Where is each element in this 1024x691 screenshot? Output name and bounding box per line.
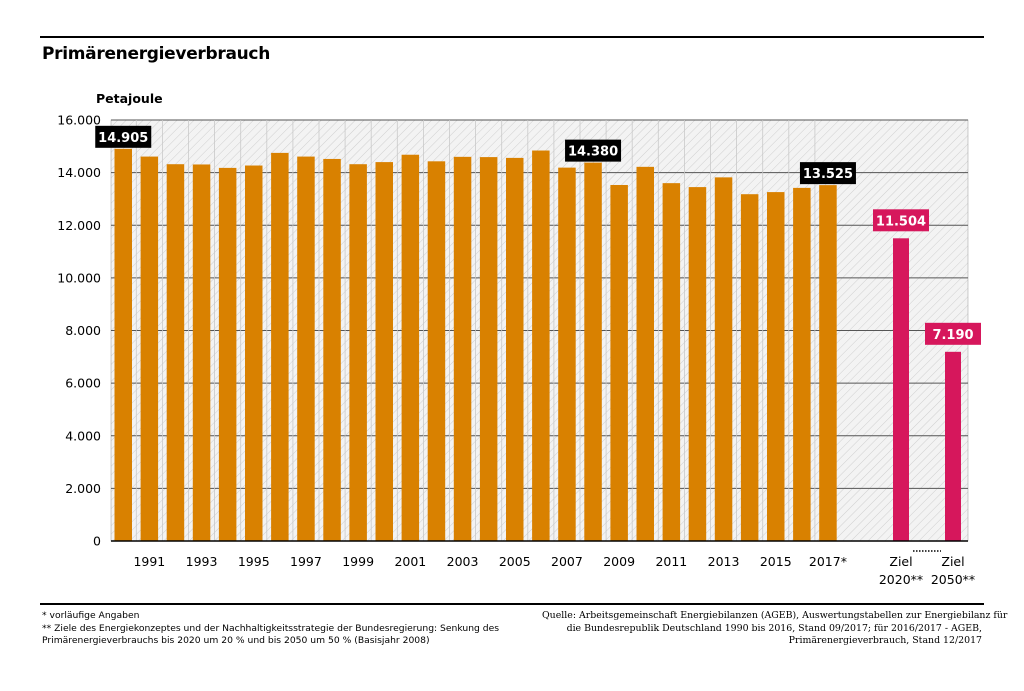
y-tick-label: 14.000 [57, 165, 101, 180]
bar-2001 [401, 154, 420, 542]
x-tick-label: 1997 [290, 554, 322, 569]
data-label-box [799, 162, 856, 185]
bar-1993 [192, 164, 211, 541]
bar-2007 [558, 167, 576, 542]
target-label-line2: 2020** [879, 572, 923, 587]
target-label-box [925, 322, 981, 345]
data-labels: 14.905 14.380 13.525 11.504 7.190 [95, 125, 981, 345]
bar-1997 [297, 156, 315, 541]
bar-2005 [506, 157, 524, 541]
bar-1990 [114, 148, 132, 541]
bar-1999 [349, 164, 367, 541]
bar-2004 [479, 157, 498, 541]
y-tick-label: 12.000 [57, 218, 101, 233]
bar-1994 [218, 167, 237, 542]
bar-1998 [323, 158, 341, 541]
x-tick-label: 2007 [551, 554, 583, 569]
bar-1991 [140, 156, 159, 541]
target-data-label: 11.504 [876, 214, 926, 229]
bar-2003 [453, 156, 472, 541]
bar-2014 [740, 194, 759, 542]
target-data-label: 7.190 [932, 328, 973, 343]
y-tick-label: 4.000 [65, 428, 101, 443]
data-label: 14.905 [98, 131, 148, 146]
x-tick-label: 2005 [499, 554, 531, 569]
x-tick-label: 1995 [238, 554, 270, 569]
data-label-box [565, 139, 622, 162]
x-tick-label: 2003 [447, 554, 479, 569]
source-line: die Bundesrepublik Deutschland 1990 bis … [566, 622, 982, 634]
y-axis-label: Petajoule [96, 91, 163, 106]
bar-2008 [584, 162, 602, 541]
x-tick-label: 1993 [186, 554, 218, 569]
data-label: 13.525 [803, 167, 853, 182]
bar-2015 [767, 192, 785, 541]
data-label: 14.380 [568, 145, 618, 160]
target-label-box [873, 209, 929, 232]
x-tick-label: 2017* [809, 554, 847, 569]
bottom-rule [40, 603, 984, 605]
x-tick-label: 2013 [708, 554, 740, 569]
bar-2016 [793, 187, 811, 542]
bar-chart: 14.905 14.380 13.525 11.504 7.190 0 2.000 4.00… [57, 113, 981, 588]
axes: 0 2.000 4.000 6.000 8.000 10.000 12.000 14.000 1… [57, 113, 975, 588]
bar-2006 [532, 150, 550, 541]
footnote-line: ** Ziele des Energiekonzeptes und der Na… [42, 622, 500, 634]
bar-2010 [636, 166, 654, 541]
data-label-box [95, 125, 152, 148]
bar-2013 [714, 177, 733, 541]
footnotes: * vorläufige Angaben ** Ziele des Energi… [42, 610, 512, 648]
x-tick-label: 2009 [603, 554, 635, 569]
target-bar-1 [893, 238, 909, 541]
footnote-line: Primärenergieverbrauchs bis 2020 um 20 %… [42, 635, 430, 646]
x-tick-label: 2015 [760, 554, 792, 569]
x-tick-label: 2001 [394, 554, 426, 569]
bar-2011 [662, 183, 681, 541]
bar-2000 [375, 162, 393, 541]
x-tick-label: 1991 [133, 554, 165, 569]
y-tick-label: 2.000 [65, 481, 101, 496]
target-label-line1: Ziel [889, 554, 912, 569]
y-tick-label: 6.000 [65, 376, 101, 391]
target-label-line1: Ziel [941, 554, 964, 569]
bar-2012 [688, 187, 707, 542]
x-tick-label: 2011 [655, 554, 687, 569]
x-tick-label: 1999 [342, 554, 374, 569]
top-rule [40, 36, 984, 38]
source-line: Quelle: Arbeitsgemeinschaft Energiebilan… [542, 610, 1008, 621]
bar-1992 [166, 164, 185, 541]
chart-title: Primärenergieverbrauch [42, 44, 271, 64]
bars [114, 148, 961, 542]
footnote-line: * vorläufige Angaben [42, 610, 140, 621]
y-tick-label: 16.000 [57, 113, 101, 128]
target-label-line2: 2050** [931, 572, 975, 587]
bar-1995 [245, 165, 263, 541]
bar-1996 [271, 152, 289, 541]
y-tick-label: 8.000 [65, 323, 101, 338]
target-bar-2 [945, 351, 961, 541]
y-tick-label: 10.000 [57, 270, 101, 285]
source-line: Primärenergieverbrauch, Stand 12/2017 [788, 635, 982, 646]
y-tick-label: 0 [93, 534, 101, 549]
bar-2002 [427, 161, 446, 542]
bar-2017* [819, 185, 837, 541]
bar-2009 [610, 184, 628, 541]
source-note: Quelle: Arbeitsgemeinschaft Energiebilan… [542, 610, 1008, 648]
